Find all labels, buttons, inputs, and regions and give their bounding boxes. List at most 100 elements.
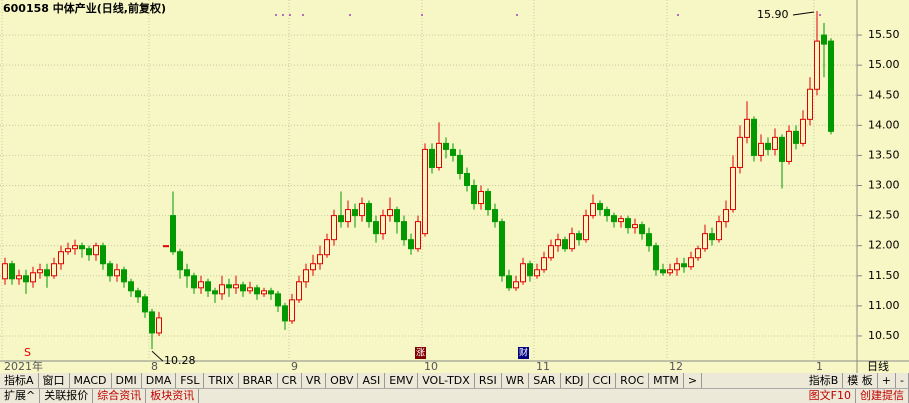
tab[interactable]: 窗口 [39, 373, 70, 388]
candle-body [380, 215, 386, 235]
candle-body [632, 224, 638, 229]
tab[interactable]: 指标B [805, 373, 844, 388]
candle-body [359, 203, 365, 217]
annotation-arrow [151, 350, 164, 362]
candle-body [156, 317, 162, 334]
candle-body [478, 191, 484, 205]
candle-body [562, 239, 568, 250]
tab[interactable]: RSI [475, 373, 502, 388]
candle-body [667, 269, 673, 274]
candle-body [590, 203, 596, 217]
tab[interactable]: KDJ [561, 373, 589, 388]
tab[interactable]: 扩展^ [0, 389, 41, 403]
candle-body [289, 299, 295, 322]
y-tick-label: 15.00 [868, 58, 900, 71]
tab[interactable]: 创建提信 [856, 389, 909, 403]
tab[interactable]: DMI [112, 373, 142, 388]
tab[interactable]: CCI [589, 373, 617, 388]
candle-body [128, 281, 134, 292]
tab[interactable]: OBV [326, 373, 359, 388]
tab[interactable]: CR [278, 373, 302, 388]
chart: 600158 中体产业(日线,前复权) 日线 10.5011.0011.5012… [0, 0, 909, 373]
candle-body [702, 233, 708, 250]
tab[interactable]: EMV [385, 373, 419, 388]
candle-body [506, 275, 512, 289]
candle-body [16, 275, 22, 280]
candle-body [268, 290, 274, 295]
candle-body [786, 130, 792, 162]
candle-body [303, 269, 309, 283]
candle-body [219, 284, 225, 295]
y-tick-label: 12.50 [868, 209, 900, 222]
tab[interactable]: MTM [649, 373, 684, 388]
tab[interactable]: MACD [70, 373, 112, 388]
tab[interactable]: - [896, 373, 909, 388]
tab[interactable]: SAR [529, 373, 561, 388]
candle-body [576, 233, 582, 241]
candle-body [30, 272, 36, 283]
candle-body [436, 142, 442, 168]
candle-body [800, 118, 806, 144]
tab[interactable]: FSL [176, 373, 205, 388]
tab[interactable]: 综合资讯 [93, 389, 147, 403]
candle-body [464, 172, 470, 187]
candle-body [569, 233, 575, 250]
candle-body [646, 233, 652, 247]
x-tick-label: 8 [151, 360, 158, 373]
tab[interactable]: 指标A [0, 373, 39, 388]
candle-body [597, 203, 603, 211]
tab[interactable]: WR [502, 373, 530, 388]
tab[interactable]: + [878, 373, 897, 388]
candle-body [58, 251, 64, 265]
candle-body [422, 148, 428, 235]
tab[interactable]: 图文F10 [805, 389, 856, 403]
candle-body [212, 290, 218, 295]
event-dot [349, 14, 351, 16]
candle-body [450, 148, 456, 156]
y-tick-label: 15.50 [868, 28, 900, 41]
candle-body [534, 269, 540, 277]
y-tick-label: 13.00 [868, 179, 900, 192]
tab[interactable]: 模 板 [843, 373, 878, 388]
tab[interactable]: 关联报价 [40, 389, 94, 403]
y-tick-label: 14.50 [868, 88, 900, 101]
event-marker: 财 [519, 347, 528, 359]
y-tick-label: 10.50 [868, 329, 900, 342]
candle-body [205, 281, 211, 292]
event-dot [819, 14, 821, 16]
tab[interactable]: > [684, 373, 703, 388]
event-dot [282, 14, 284, 16]
x-tick-label: 2021年 [4, 359, 43, 373]
candle-body [688, 257, 694, 268]
tab[interactable]: TRIX [204, 373, 239, 388]
x-tick-label: 9 [291, 360, 298, 373]
candle-body [415, 221, 421, 250]
y-tick-label: 13.50 [868, 148, 900, 161]
candle-body [394, 209, 400, 223]
candle-body [429, 148, 435, 168]
candle-body [51, 263, 57, 277]
candle-body [499, 221, 505, 277]
annotation: 10.28 [164, 354, 196, 367]
candle-body [23, 275, 29, 283]
candle-body [352, 209, 358, 217]
candle-body [443, 142, 449, 150]
candle-body [674, 263, 680, 271]
candle-body [240, 284, 246, 292]
event-dot [289, 14, 291, 16]
tab[interactable]: ROC [616, 373, 650, 388]
tab[interactable]: VOL-TDX [418, 373, 475, 388]
tab[interactable]: ASI [358, 373, 386, 388]
candle-body [548, 245, 554, 259]
candle-body [471, 185, 477, 205]
candle-body [170, 215, 176, 253]
candle-body [660, 269, 666, 274]
tab[interactable]: VR [302, 373, 327, 388]
tab[interactable]: DMA [142, 373, 177, 388]
tab[interactable]: 板块资讯 [146, 389, 200, 403]
candle-body [681, 263, 687, 268]
candle-body [772, 136, 778, 150]
tab[interactable]: BRAR [239, 373, 278, 388]
candle-body [485, 191, 491, 211]
